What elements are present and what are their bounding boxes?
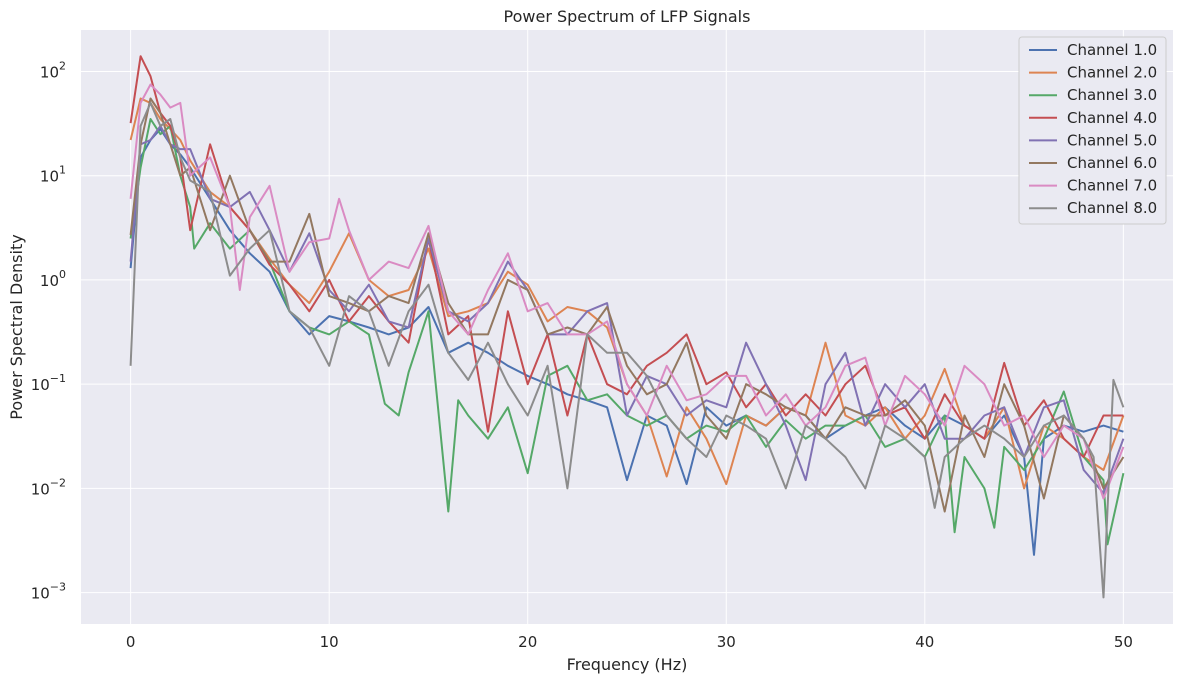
legend-label: Channel 5.0 <box>1067 131 1157 149</box>
legend-label: Channel 6.0 <box>1067 154 1157 172</box>
series-line-3 <box>129 118 1125 546</box>
legend-label: Channel 2.0 <box>1067 64 1157 82</box>
legend-label: Channel 8.0 <box>1067 199 1157 217</box>
y-tick-label: 101 <box>40 164 66 186</box>
x-tick-label: 40 <box>915 633 934 651</box>
y-axis-label: Power Spectral Density <box>7 234 26 419</box>
y-tick-labels: 10−3 10−2 10−1 100 101 102 <box>31 59 66 602</box>
chart-title: Power Spectrum of LFP Signals <box>504 7 751 26</box>
series-lines <box>129 55 1125 599</box>
series-line-8 <box>129 101 1125 599</box>
series-line-5 <box>129 125 1125 495</box>
x-tick-label: 30 <box>717 633 736 651</box>
x-tick-label: 10 <box>320 633 339 651</box>
x-tick-label: 50 <box>1114 633 1133 651</box>
y-tick-label: 100 <box>40 268 66 290</box>
series-line-4 <box>129 55 1124 458</box>
x-tick-labels: 0 10 20 30 40 50 <box>126 633 1133 651</box>
series-line-7 <box>129 83 1125 500</box>
y-tick-label: 10−1 <box>31 372 66 394</box>
legend-label: Channel 1.0 <box>1067 41 1157 59</box>
legend-box <box>1018 36 1167 225</box>
y-tick-label: 102 <box>40 59 66 81</box>
x-tick-label: 0 <box>126 633 136 651</box>
x-tick-label: 20 <box>518 633 537 651</box>
legend-label: Channel 3.0 <box>1067 86 1157 104</box>
plot-area <box>81 30 1173 624</box>
series-line-6 <box>129 97 1125 513</box>
legend: Channel 1.0 Channel 2.0 Channel 3.0 Channel… <box>1018 36 1167 225</box>
y-tick-label: 10−2 <box>31 476 66 498</box>
legend-label: Channel 7.0 <box>1067 177 1157 195</box>
legend-label: Channel 4.0 <box>1067 109 1157 127</box>
y-tick-label: 10−3 <box>31 581 66 603</box>
x-axis-label: Frequency (Hz) <box>567 655 688 674</box>
